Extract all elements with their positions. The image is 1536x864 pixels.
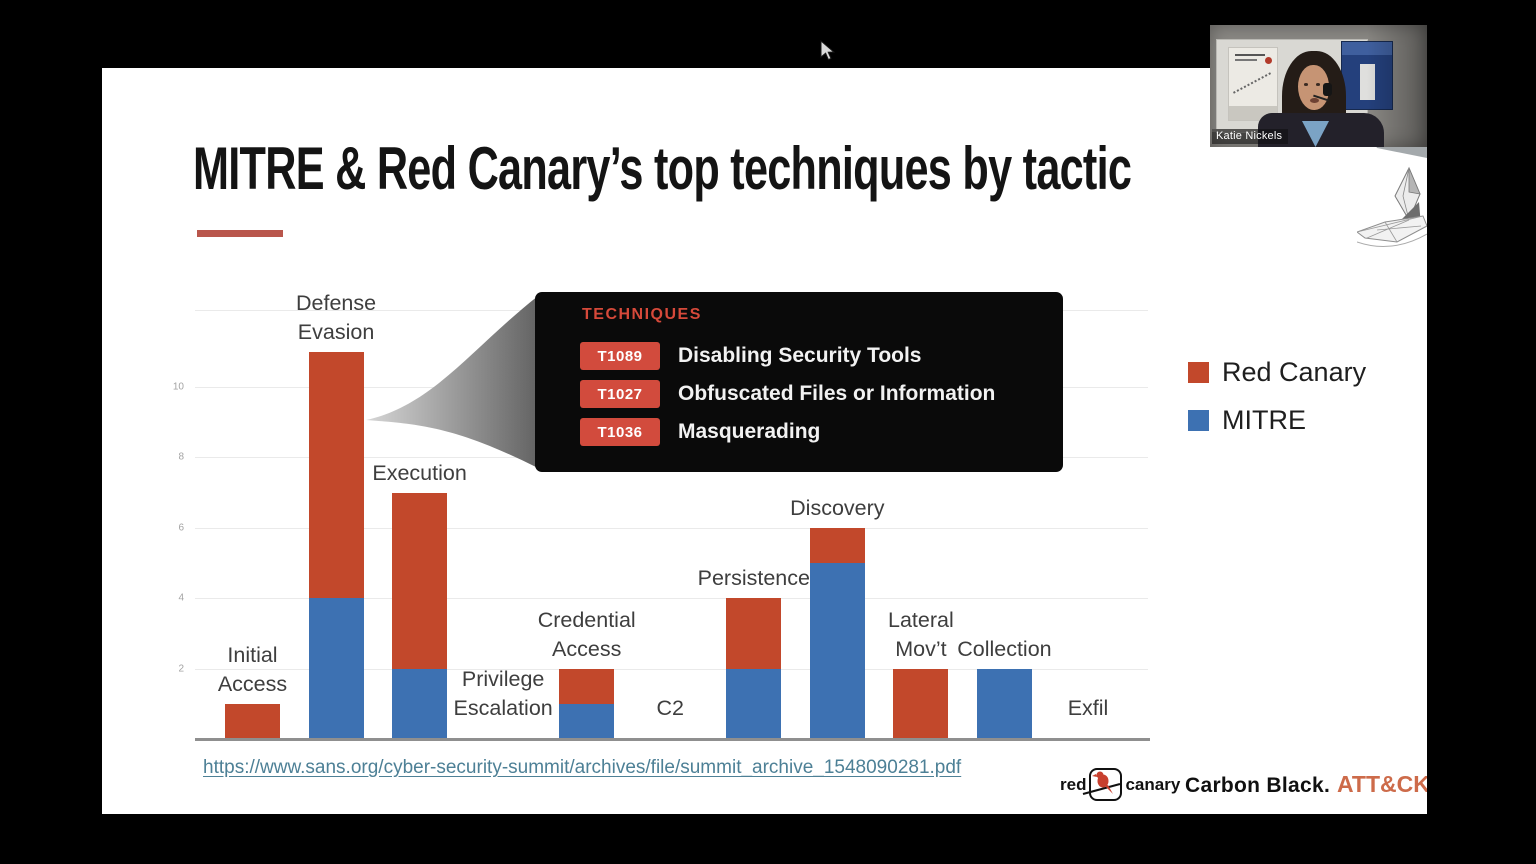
techniques-callout: TECHNIQUES T1089 Disabling Security Tool…: [535, 292, 1063, 472]
presentation-slide: MITRE & Red Canary’s top techniques by t…: [102, 68, 1427, 814]
bar-segment-red-canary: [893, 668, 949, 739]
category-label: Privilege Escalation: [453, 667, 553, 720]
callout-heading: TECHNIQUES: [582, 306, 702, 323]
presenter-video[interactable]: Katie Nickels: [1210, 25, 1427, 147]
bar-segment-mitre: [726, 668, 782, 739]
category-label: Execution: [372, 460, 467, 485]
technique-id-badge: T1027: [580, 380, 660, 408]
technique-row: T1036 Masquerading: [580, 418, 820, 446]
bar-segment-red-canary: [559, 668, 615, 704]
category-label: Credential Access: [537, 607, 636, 661]
source-link[interactable]: https://www.sans.org/cyber-security-summ…: [203, 757, 962, 778]
technique-name: Disabling Security Tools: [678, 344, 922, 367]
x-axis-baseline: [195, 737, 1150, 741]
category-label: Discovery: [790, 495, 885, 520]
bar-segment-mitre: [308, 598, 364, 739]
legend-label: Red Canary: [1222, 357, 1367, 387]
y-tick-label: 4: [178, 592, 184, 604]
y-tick-label: 8: [178, 451, 184, 463]
headset-icon: [1323, 83, 1332, 96]
legend-item-red-canary: Red Canary: [1188, 357, 1366, 388]
gridline: [195, 598, 1148, 600]
bar-segment-red-canary: [308, 351, 364, 599]
red-canary-swatch-icon: [1188, 362, 1209, 383]
technique-name: Obfuscated Files or Information: [678, 382, 996, 405]
category-label: Collection: [957, 636, 1052, 661]
category-label: Lateral Mov’t: [888, 607, 954, 661]
category-label: Exfil: [1067, 696, 1109, 720]
title-accent-bar: [197, 230, 283, 237]
technique-id-badge: T1089: [580, 342, 660, 370]
mouse-cursor-icon: [820, 40, 836, 61]
category-label: Defense Evasion: [296, 290, 377, 344]
y-tick-label: 10: [172, 381, 184, 393]
bar-segment-red-canary: [726, 598, 782, 669]
bar-segment-mitre: [976, 668, 1032, 739]
category-label: C2: [656, 696, 684, 720]
bar-segment-red-canary: [809, 527, 865, 563]
category-label: Persistence: [697, 566, 810, 591]
bar-segment-mitre: [809, 563, 865, 739]
bar-segment-mitre: [559, 703, 615, 739]
legend-item-mitre: MITRE: [1188, 405, 1306, 436]
category-label: Initial Access: [217, 642, 288, 696]
technique-id-badge: T1036: [580, 418, 660, 446]
callout-connector: [366, 296, 538, 468]
poster-left: [1228, 47, 1278, 121]
bar-segment-red-canary: [392, 492, 448, 669]
y-tick-label: 6: [178, 522, 184, 534]
presenter-name-label: Katie Nickels: [1212, 129, 1289, 144]
slide-title: MITRE & Red Canary’s top techniques by t…: [193, 135, 1132, 202]
y-tick-label: 2: [178, 663, 184, 675]
gridline: [195, 527, 1148, 529]
technique-name: Masquerading: [678, 420, 821, 443]
gridline: [195, 668, 1148, 670]
legend-label: MITRE: [1222, 405, 1306, 435]
technique-row: T1089 Disabling Security Tools: [580, 342, 922, 370]
origami-wireframe-decoration: [1357, 130, 1427, 247]
technique-row: T1027 Obfuscated Files or Information: [580, 380, 995, 408]
bar-segment-mitre: [392, 668, 448, 739]
bar-segment-red-canary: [225, 703, 280, 739]
mitre-swatch-icon: [1188, 410, 1209, 431]
